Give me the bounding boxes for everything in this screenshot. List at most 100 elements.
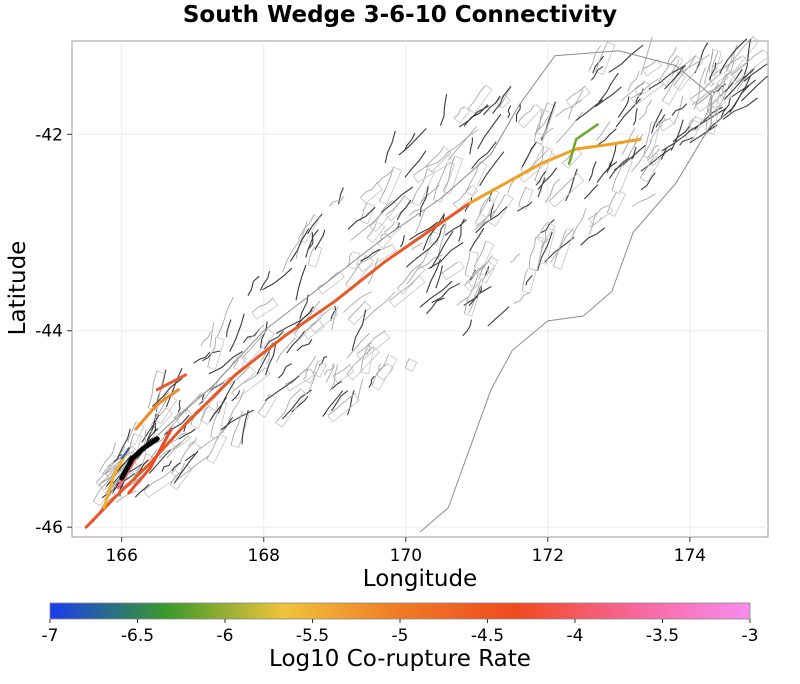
background-fault xyxy=(642,58,659,70)
southwest-offshore xyxy=(127,427,173,495)
background-fault xyxy=(347,252,352,267)
background-fault xyxy=(368,375,375,388)
background-fault xyxy=(132,452,147,481)
background-fault xyxy=(479,151,505,187)
background-fault xyxy=(396,199,412,221)
background-fault xyxy=(471,141,497,170)
background-fault xyxy=(303,368,310,380)
background-fault xyxy=(536,222,549,239)
background-fault xyxy=(595,121,611,141)
fault-plane xyxy=(479,256,499,284)
colorbar-tick-label: -5 xyxy=(392,626,409,646)
background-fault xyxy=(716,71,731,90)
background-fault xyxy=(171,432,186,443)
background-fault xyxy=(282,240,300,273)
background-fault xyxy=(515,103,521,122)
fault-plane xyxy=(348,301,372,326)
fault-plane xyxy=(479,197,495,218)
background-fault xyxy=(688,116,697,127)
background-fault xyxy=(378,166,395,202)
background-fault xyxy=(185,453,196,462)
background-fault xyxy=(241,409,249,445)
background-fault xyxy=(295,264,307,301)
fault-plane xyxy=(473,240,495,271)
background-fault xyxy=(278,363,292,379)
fault-plane xyxy=(706,105,720,135)
background-fault xyxy=(620,80,646,102)
fault-plane xyxy=(704,49,722,87)
background-fault xyxy=(672,124,691,143)
background-fault xyxy=(173,450,199,484)
background-fault xyxy=(464,252,471,276)
fault-plane xyxy=(309,307,339,334)
chart-title: South Wedge 3-6-10 Connectivity xyxy=(182,2,618,28)
colorbar-tick-label: -3.5 xyxy=(646,626,679,646)
fault-plane xyxy=(529,236,544,271)
background-fault xyxy=(251,297,274,313)
background-fault xyxy=(408,208,421,216)
fault-plane xyxy=(690,71,729,106)
y-tick-label: -42 xyxy=(35,125,63,145)
background-fault xyxy=(655,114,666,128)
background-fault xyxy=(635,88,644,103)
background-fault xyxy=(366,221,378,239)
background-fault xyxy=(435,265,443,289)
background-fault xyxy=(357,244,392,266)
background-fault xyxy=(521,268,529,292)
fault-plane xyxy=(725,35,760,74)
fault-plane xyxy=(128,433,142,455)
background-fault xyxy=(477,113,502,150)
background-fault xyxy=(338,187,344,205)
background-fault xyxy=(693,67,706,110)
background-fault xyxy=(660,147,667,160)
background-fault xyxy=(323,364,336,376)
background-fault xyxy=(474,188,494,224)
background-fault xyxy=(456,296,469,306)
background-fault xyxy=(658,55,678,82)
background-fault xyxy=(555,111,584,144)
background-fault xyxy=(462,319,473,337)
background-fault xyxy=(673,54,697,87)
background-fault xyxy=(307,229,319,250)
background-fault xyxy=(177,399,181,413)
fault-plane xyxy=(538,228,556,265)
x-tick-label: 166 xyxy=(105,546,137,566)
background-fault xyxy=(608,44,644,73)
background-fault xyxy=(404,357,411,369)
fault-plane xyxy=(376,362,395,381)
background-fault xyxy=(611,160,625,191)
background-fault xyxy=(187,437,197,447)
background-fault xyxy=(259,270,271,291)
background-fault xyxy=(171,440,196,474)
fault-plane xyxy=(442,155,464,195)
background-fault xyxy=(174,409,189,419)
background-fault xyxy=(366,342,373,355)
background-fault xyxy=(540,219,555,234)
background-fault xyxy=(329,364,339,392)
background-fault xyxy=(540,127,554,139)
background-fault xyxy=(376,363,388,376)
background-fault xyxy=(731,49,764,76)
background-fault xyxy=(704,48,714,84)
background-fault xyxy=(613,144,646,171)
background-fault xyxy=(709,62,717,81)
background-fault xyxy=(384,220,395,233)
fault-plane xyxy=(464,251,479,278)
background-fault xyxy=(231,367,266,394)
colorbar-tick-label: -3 xyxy=(742,626,759,646)
fault-plane xyxy=(731,49,770,82)
fault-plane xyxy=(332,364,355,384)
background-fault xyxy=(380,186,414,213)
background-fault xyxy=(385,195,406,216)
background-fault xyxy=(411,242,423,250)
background-fault xyxy=(398,128,427,156)
x-axis-label: Longitude xyxy=(362,566,478,592)
fault-plane xyxy=(231,367,271,400)
fault-plane xyxy=(536,109,551,136)
coastline-path xyxy=(92,50,712,533)
background-fault xyxy=(328,196,345,207)
fault-plane xyxy=(467,84,493,114)
background-fault xyxy=(537,167,558,190)
background-fault xyxy=(468,286,482,307)
y-tick-label: -46 xyxy=(35,518,63,538)
